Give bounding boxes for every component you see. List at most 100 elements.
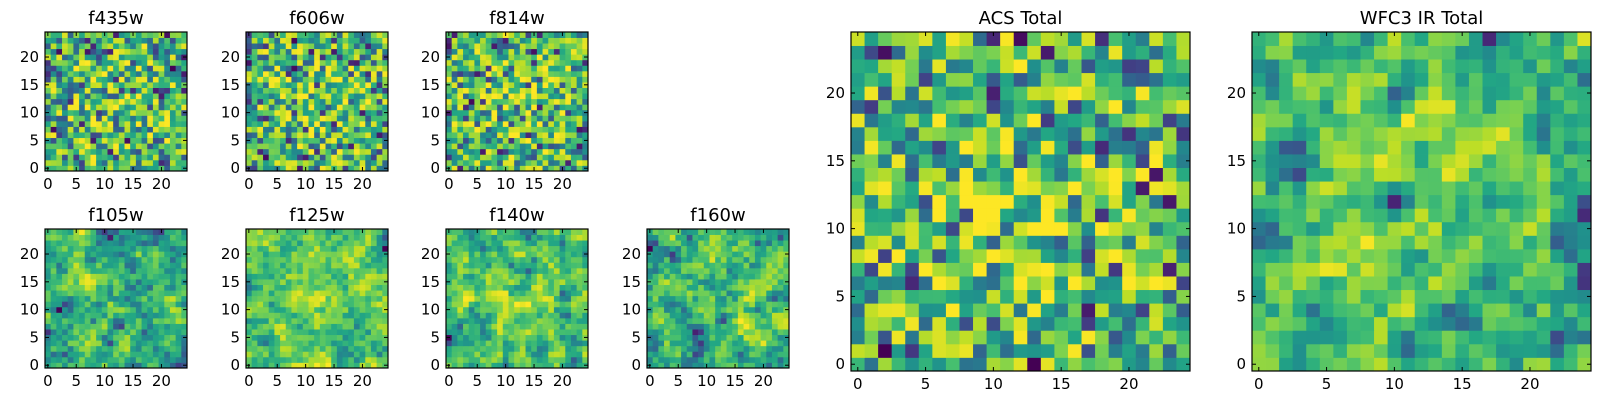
heatmap-cell — [1081, 357, 1096, 372]
heatmap-cell — [274, 82, 281, 88]
heatmap-cell — [169, 143, 177, 150]
heatmap-cell — [285, 82, 292, 88]
heatmap-cell — [353, 109, 360, 116]
heatmap-cell — [365, 251, 372, 258]
axes-frame — [44, 228, 188, 369]
heatmap-cell — [169, 312, 177, 319]
heatmap-cell — [302, 279, 309, 285]
heatmap-cell — [257, 54, 264, 61]
heatmap-cell — [342, 234, 349, 241]
heatmap-cell — [559, 345, 566, 352]
heatmap-cell — [314, 120, 321, 127]
heatmap-cell — [474, 251, 481, 258]
heatmap-cell — [319, 267, 326, 274]
heatmap-cell — [124, 120, 131, 127]
heatmap-cell — [570, 362, 578, 369]
heatmap-cell — [468, 256, 475, 263]
heatmap-cell — [508, 159, 515, 166]
heatmap-cell — [147, 284, 154, 291]
heatmap-cell — [1040, 248, 1055, 263]
heatmap-cell — [771, 323, 779, 330]
heatmap-cell — [525, 104, 532, 111]
heatmap-cell — [576, 362, 583, 369]
heatmap-cell — [302, 273, 309, 280]
heatmap-cell — [118, 154, 125, 161]
heatmap-cell — [175, 70, 182, 77]
heatmap-cell — [181, 240, 188, 247]
heatmap-cell — [480, 245, 487, 252]
heatmap-cell — [891, 303, 906, 318]
heatmap-cell — [553, 306, 560, 313]
heatmap-cell — [502, 345, 509, 352]
heatmap-cell — [698, 295, 705, 302]
heatmap-cell — [62, 159, 69, 166]
heatmap-cell — [382, 143, 389, 150]
heatmap-cell — [463, 262, 470, 269]
heatmap-cell — [382, 115, 389, 122]
heatmap-cell — [175, 82, 182, 88]
heatmap-cell — [130, 126, 137, 133]
heatmap-cell — [336, 98, 343, 105]
heatmap-cell — [353, 251, 360, 258]
heatmap-cell — [73, 334, 80, 341]
heatmap-cell — [986, 221, 1001, 236]
heatmap-cell — [664, 279, 671, 285]
heatmap-cell — [1108, 194, 1123, 209]
heatmap-cell — [681, 317, 688, 324]
heatmap-cell — [463, 351, 470, 358]
heatmap-cell — [457, 295, 464, 302]
heatmap-cell — [986, 343, 1001, 358]
heatmap-cell — [514, 137, 521, 144]
heatmap-cell — [726, 329, 733, 336]
heatmap-cell — [474, 262, 481, 269]
heatmap-cell — [164, 345, 171, 352]
heatmap-cell — [675, 267, 682, 274]
heatmap-cell — [175, 93, 182, 100]
heatmap-cell — [263, 65, 270, 72]
heatmap-cell — [698, 334, 705, 341]
heatmap-cell — [376, 65, 383, 72]
heatmap-cell — [90, 109, 97, 116]
heatmap-cell — [1000, 248, 1015, 263]
heatmap-cell — [553, 295, 560, 302]
heatmap-cell — [280, 256, 287, 263]
heatmap-cell — [73, 245, 80, 252]
heatmap-cell — [164, 301, 171, 308]
heatmap-cell — [268, 104, 275, 111]
heatmap-cell — [508, 295, 515, 302]
heatmap-cell — [73, 284, 80, 291]
heatmap-cell — [576, 93, 583, 100]
heatmap-cell — [497, 98, 504, 105]
heatmap-cell — [67, 284, 74, 291]
heatmap-cell — [325, 256, 332, 263]
heatmap-cell — [107, 245, 114, 252]
heatmap-cell — [251, 312, 258, 319]
heatmap-cell — [45, 340, 52, 347]
heatmap-cell — [285, 54, 292, 61]
heatmap-cell — [553, 109, 560, 116]
heatmap-cell — [285, 104, 292, 111]
heatmap-cell — [485, 48, 492, 55]
heatmap-cell — [336, 82, 343, 88]
heatmap-cell — [463, 317, 470, 324]
heatmap-cell — [353, 262, 360, 269]
heatmap-cell — [658, 312, 665, 319]
heatmap-cell — [508, 65, 515, 72]
heatmap-cell — [1162, 289, 1177, 304]
heatmap-cell — [743, 345, 750, 352]
heatmap-cell — [314, 154, 321, 161]
heatmap-cell — [291, 273, 298, 280]
heatmap-cell — [325, 70, 332, 77]
heatmap-cell — [1108, 221, 1123, 236]
heatmap-cell — [353, 54, 360, 61]
heatmap-cell — [754, 245, 761, 252]
heatmap-cell — [263, 229, 270, 235]
heatmap-cell — [314, 37, 321, 44]
heatmap-cell — [246, 159, 253, 166]
heatmap-cell — [308, 329, 315, 336]
heatmap-cell — [749, 317, 756, 324]
heatmap-cell — [297, 126, 304, 133]
heatmap-cell — [130, 54, 137, 61]
heatmap-cell — [353, 256, 360, 263]
heatmap-cell — [474, 317, 481, 324]
